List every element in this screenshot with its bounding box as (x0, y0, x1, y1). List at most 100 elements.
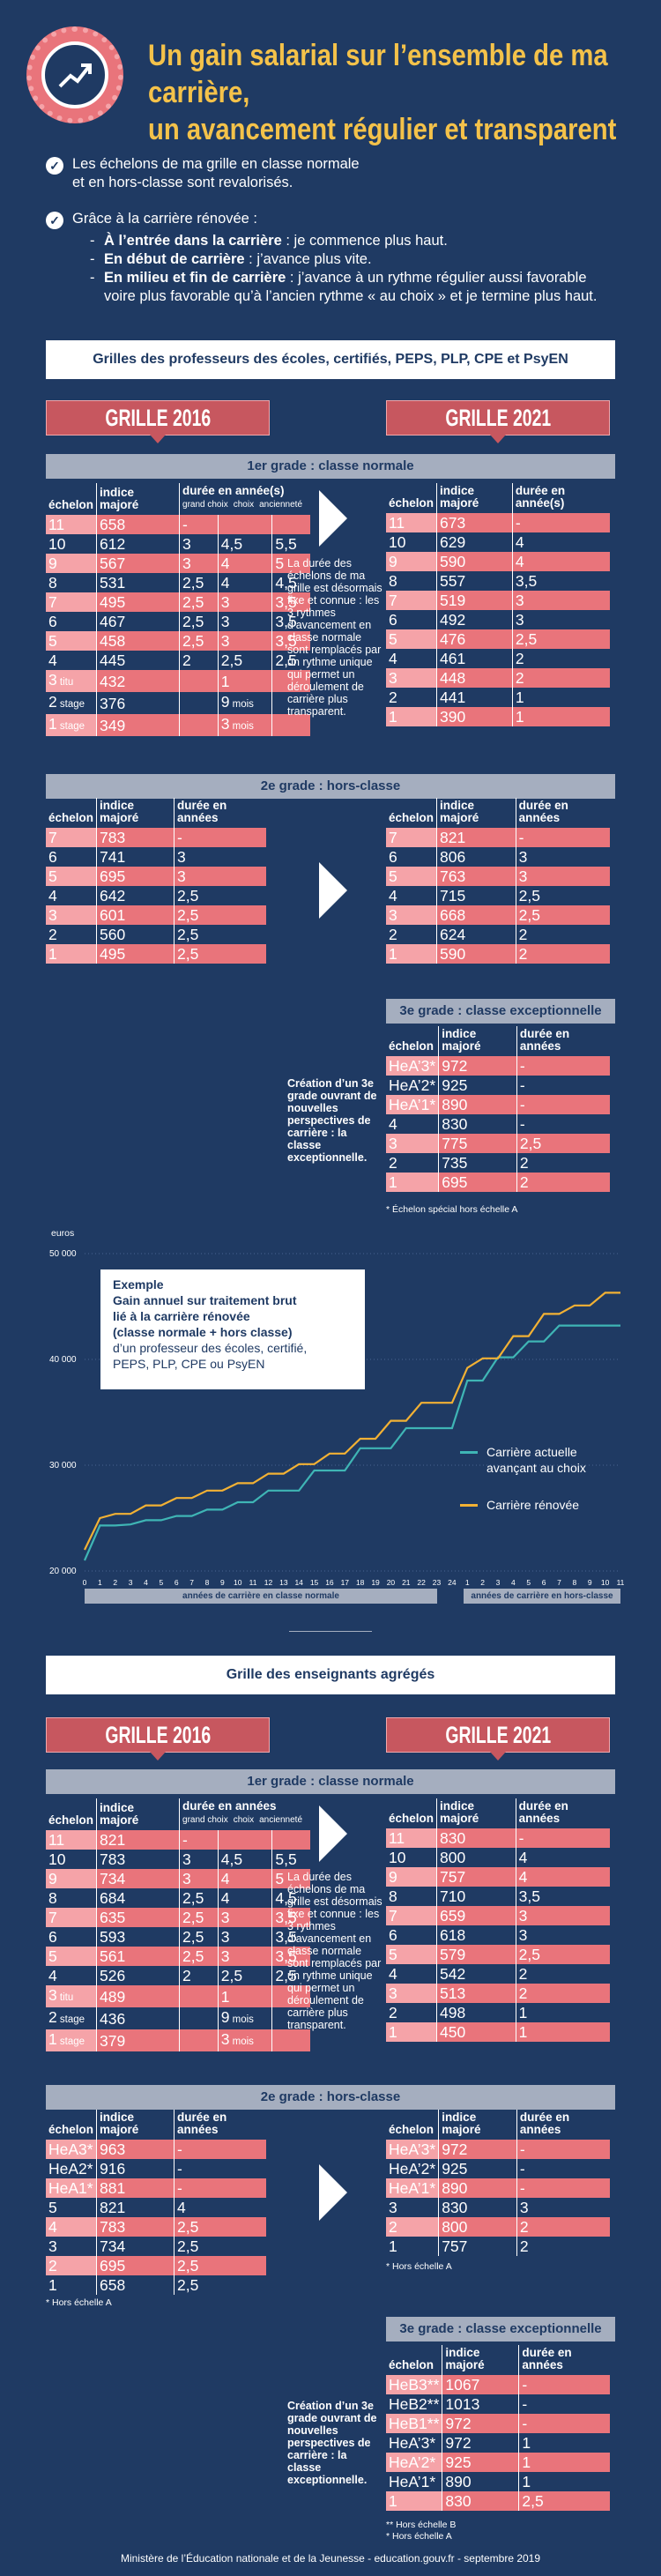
table-cell: 2,5 (179, 612, 219, 631)
table-cell: 2 stage (48, 2008, 85, 2026)
table-cell: 734 (96, 1869, 180, 1888)
table-cell: 1 (46, 944, 97, 964)
table-cell: HeA’3* (386, 1056, 439, 1076)
table-cell: 3,5 (271, 631, 310, 651)
table-cell: 3 (515, 867, 610, 886)
note-grade3: Création d’un 3e grade ouvrant de nouvel… (287, 1077, 377, 1164)
table-cell: - (173, 2159, 266, 2178)
table-cell: 3 mois (217, 2029, 272, 2051)
x-tick-label: 5 (526, 1578, 531, 1587)
y-tick-label: 50 000 (49, 1249, 77, 1259)
table-cell: 10 (389, 1849, 406, 1866)
x-tick-label: 23 (433, 1578, 442, 1587)
table-cell: 2 (46, 2256, 97, 2275)
table-cell: 3 (386, 668, 437, 688)
table-cell: 3 (217, 1908, 272, 1927)
table-cell: - (516, 1076, 610, 1095)
table-cell: 4,5 (217, 1850, 272, 1869)
table-cell: 668 (436, 905, 516, 925)
table-row: 11 673- (386, 513, 610, 532)
table-cell: 695 (96, 2256, 175, 2275)
band-classe-normale: années de carrière en classe normale (85, 1589, 437, 1604)
x-tick-label: 11 (249, 1578, 257, 1587)
table-cell: 3 (179, 1869, 219, 1888)
header-duree: durée en année(s) (511, 483, 610, 513)
table-row: HeA’2* 925- (386, 1076, 610, 1095)
table-cell: 519 (436, 591, 513, 610)
table-cell: 4,5 (271, 1888, 310, 1908)
table-cell: 916 (96, 2159, 175, 2178)
table-cell: 1013 (442, 2394, 519, 2414)
series-line-renovee (84, 1292, 620, 1551)
table-cell: 2 (515, 1984, 610, 2003)
table-cell: 567 (96, 554, 180, 573)
table-cell: 642 (96, 886, 175, 905)
table-cell: 4 (217, 1869, 272, 1888)
header-duree: durée en années (516, 1026, 610, 1056)
table-cell: 800 (438, 2217, 517, 2237)
table-cell: 4 (217, 1888, 272, 1908)
table-cell: HeA’1* (386, 2178, 439, 2198)
table-cell: 3 (515, 847, 610, 867)
table-row: 6 492 3 (386, 610, 610, 629)
table-cell: 531 (96, 573, 180, 592)
table-row: HeB1** 972- (386, 2414, 610, 2433)
table-cell: 2,5 (179, 1947, 219, 1966)
header-echelon: échelon (48, 498, 94, 511)
table-cell: 2 (511, 668, 610, 688)
x-tick-label: 6 (542, 1578, 546, 1587)
x-tick-label: 7 (557, 1578, 561, 1587)
table-cell: 1 stage (46, 714, 97, 736)
table-cell: 3,5 (271, 1908, 310, 1927)
table-cell: 830 (438, 2198, 517, 2217)
table-row: 6 593 2,5 3 3,5 (46, 1927, 310, 1947)
x-tick-label: 4 (511, 1578, 516, 1587)
table-cell: 3,5 (271, 592, 310, 612)
table-cell: 9 mois (217, 2007, 272, 2029)
table-cell: 2,5 (173, 2256, 266, 2275)
table-row: HeA’1* 890 1 (386, 2472, 610, 2491)
table-cell: 830 (438, 1114, 517, 1134)
note-grade1: La durée des échelons de ma grille est d… (287, 557, 382, 718)
table-cell: 2 (48, 926, 57, 943)
table-cell: 3,5 (271, 612, 310, 631)
table-cell: 9 (46, 1869, 97, 1888)
table-cell: 3 (46, 905, 97, 925)
table-cell: 1 (386, 707, 437, 726)
table-cell: 448 (436, 668, 513, 688)
table-cell: 436 (96, 2007, 180, 2029)
table-row: 1 390 1 (386, 707, 610, 726)
table-cell: 4 (217, 554, 272, 573)
table-cell: 2,5 (271, 651, 310, 670)
table-cell: 542 (436, 1964, 516, 1984)
table-header: échelon indice majoré durée en année(s) (386, 483, 610, 513)
table-cell: 5 (386, 629, 437, 649)
table-cell: HeA1* (46, 2178, 97, 2198)
table-cell: 972 (438, 2140, 517, 2159)
header-duree: durée en années (516, 2110, 610, 2140)
table-row: 5 458 2,5 3 3,5 (46, 631, 310, 651)
table-cell: 3 (179, 554, 219, 573)
x-tick-label: 8 (205, 1578, 210, 1587)
table-cell: 5,5 (271, 1850, 310, 1869)
table-row: 5 695 3 (46, 867, 266, 886)
x-tick-label: 11 (617, 1578, 625, 1587)
header-echelon: échelon (389, 1039, 434, 1053)
table-cell: 4 (389, 650, 397, 667)
table-cell (179, 1985, 219, 2007)
table-cell: 5 (271, 554, 310, 573)
table-cell: HeA’2* (389, 1076, 436, 1094)
table-cell: 5,5 (271, 534, 310, 554)
table-cell: 4 (173, 2198, 266, 2217)
table-cell: - (173, 828, 266, 847)
table-cell: 4 (511, 552, 610, 571)
x-tick-label: 22 (417, 1578, 426, 1587)
arrow-right-icon (319, 490, 347, 547)
x-tick-label: 10 (234, 1578, 242, 1587)
table-cell: HeA’2* (386, 2453, 442, 2472)
grade-3-label: 3e grade : classe exceptionnelle (386, 2317, 615, 2341)
table-cell: - (516, 1114, 610, 1134)
table-cell: 4 (515, 1848, 610, 1867)
legend-swatch-renovee (460, 1504, 478, 1507)
table-row: 5 763 3 (386, 867, 610, 886)
